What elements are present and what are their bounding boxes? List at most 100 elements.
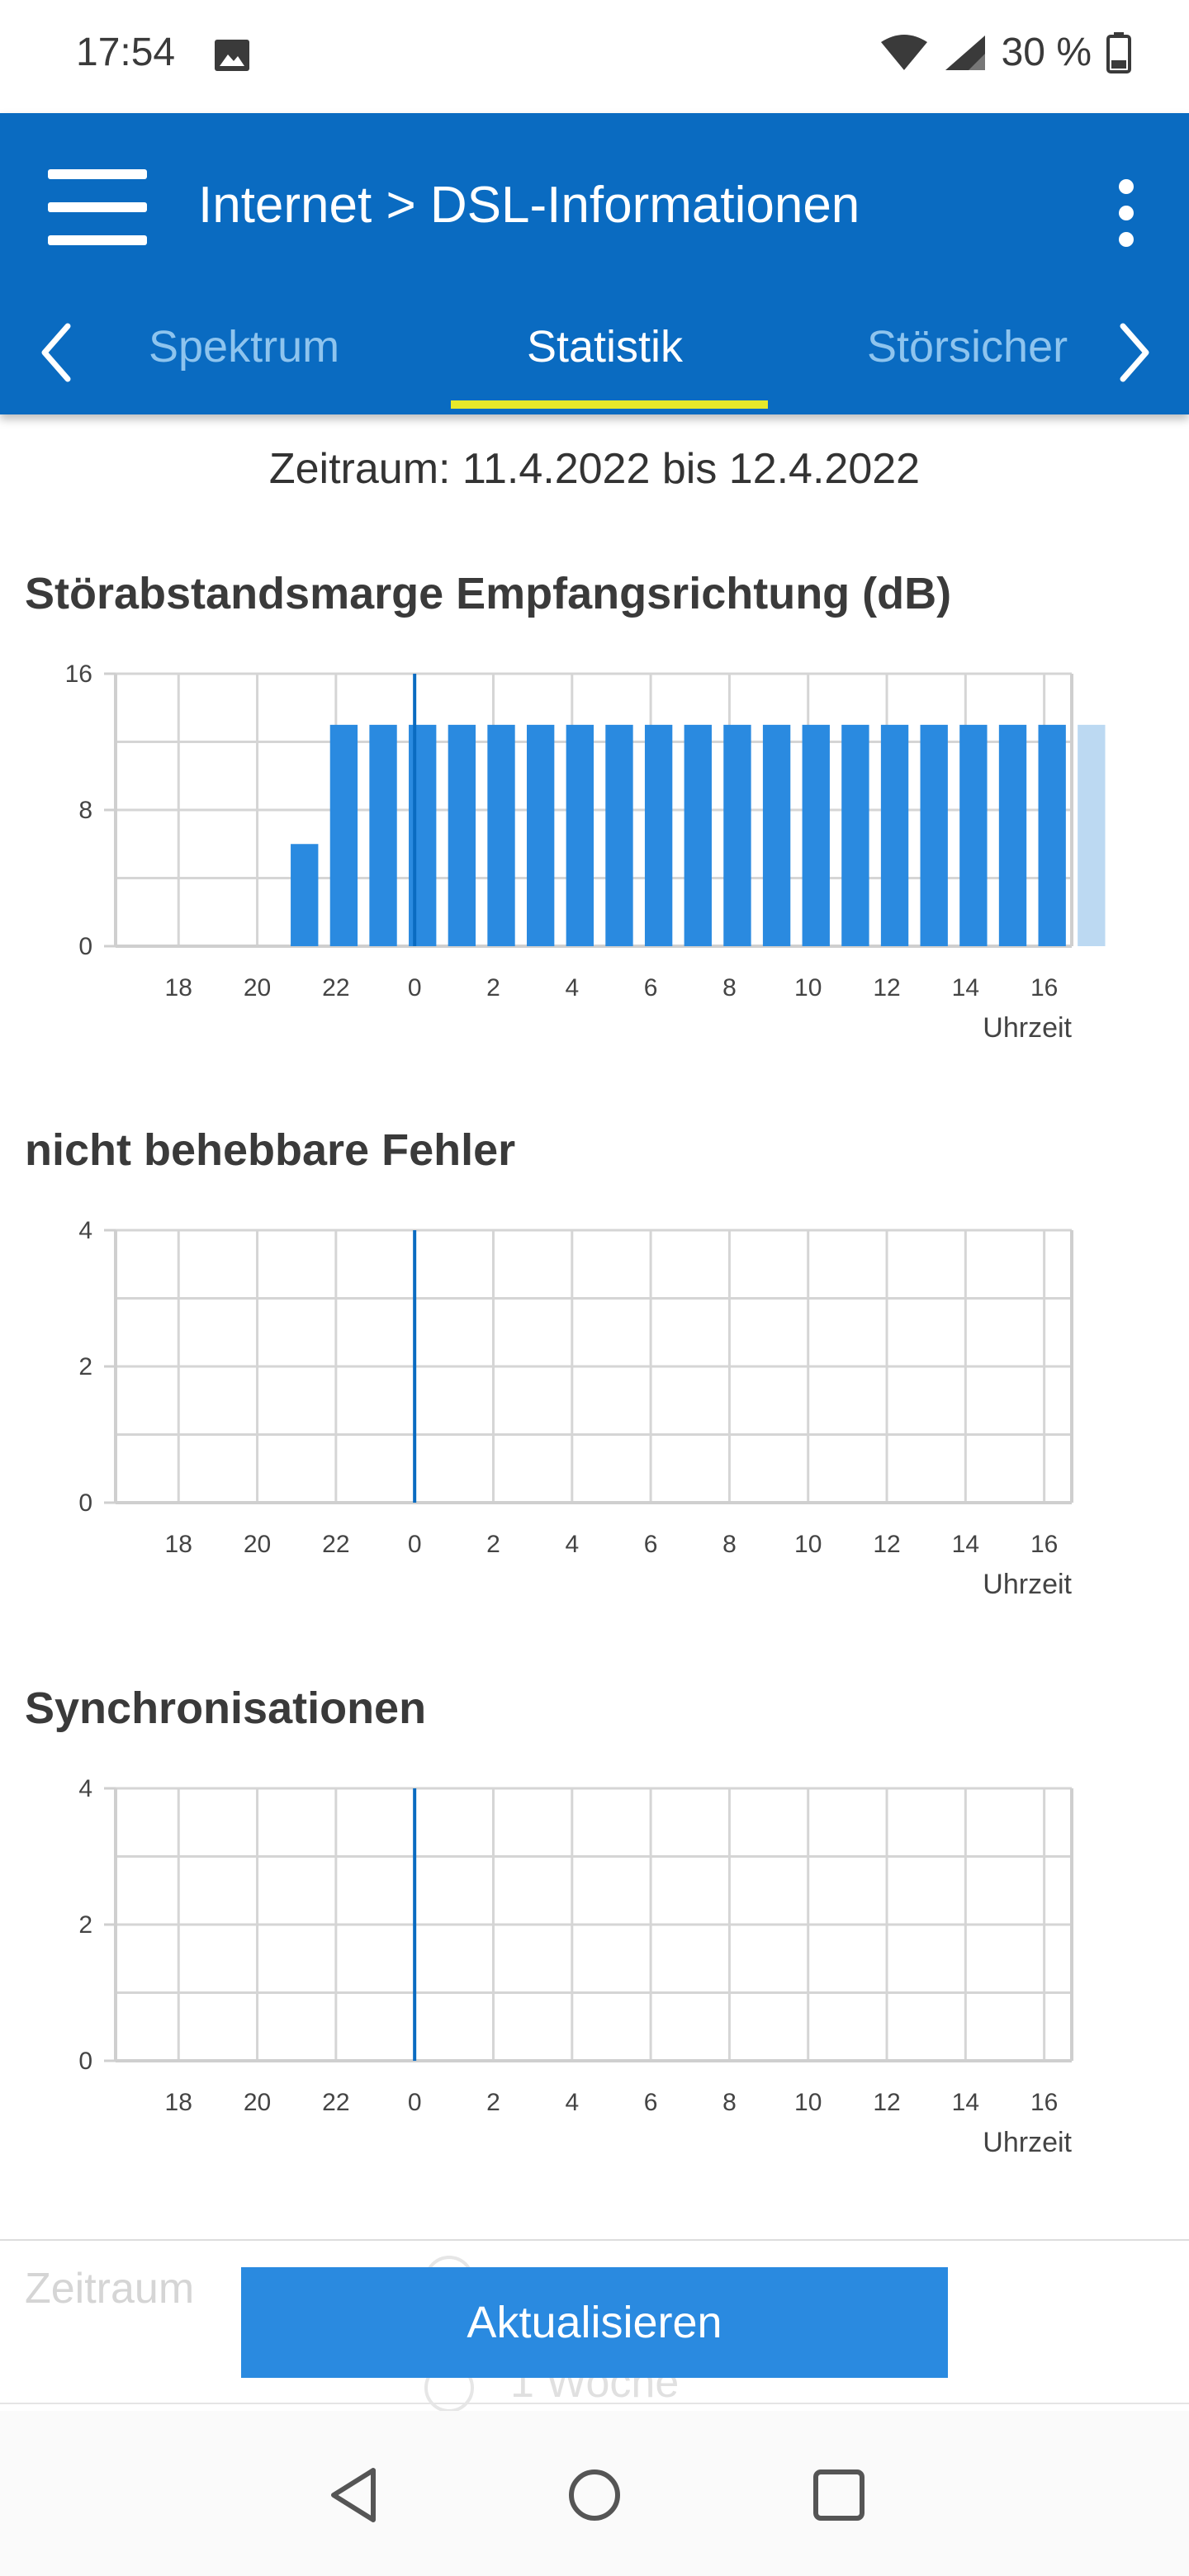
x-tick-label: 12 [873,974,900,1002]
x-tick-label: 10 [794,2089,822,2116]
chart-title-synchronizations: Synchronisationen [25,1683,427,1733]
system-navigation-bar [0,2411,1189,2576]
active-tab-indicator [451,400,768,409]
x-tick-label: 8 [722,974,737,1002]
x-axis-label: Uhrzeit [983,1569,1072,1600]
y-tick-label: 0 [78,1489,92,1517]
bar [841,724,869,946]
tab-scroll-right-icon[interactable] [1108,320,1158,386]
x-tick-label: 4 [565,2089,579,2116]
bar [1078,724,1106,946]
x-tick-label: 22 [322,2089,349,2116]
bar [409,724,437,946]
period-text: Zeitraum: 11.4.2022 bis 12.4.2022 [268,445,921,493]
bar [762,724,791,946]
bar [920,724,948,946]
bar [1038,724,1066,946]
status-time: 17:54 [76,31,176,74]
image-notification-icon [215,40,249,71]
bottom-separator [0,2403,1189,2404]
signal-icon [945,35,985,70]
x-tick-label: 16 [1030,1531,1058,1558]
x-tick-label: 4 [565,974,579,1002]
status-right-group: 30 % [879,30,1131,75]
x-tick-label: 14 [952,974,979,1002]
x-tick-label: 22 [322,974,349,1002]
x-tick-label: 2 [486,974,500,1002]
chart-uncorrectable-errors: 0 2 4 18 20 22 0 2 4 6 8 10 12 14 16 Uhrzeit [78,1217,1073,1600]
bar [369,724,397,946]
bar [291,844,319,946]
x-tick-label: 4 [565,1531,579,1558]
x-tick-label: 6 [644,1531,658,1558]
y-tick-label: 2 [78,1911,92,1939]
x-tick-label: 12 [873,1531,900,1558]
chart-synchronizations: 0 2 4 18 20 22 0 2 4 6 8 10 12 14 16 Uhrzeit [78,1775,1073,2158]
x-axis-label: Uhrzeit [983,2127,1072,2158]
back-icon[interactable] [322,2462,388,2528]
x-tick-label: 20 [244,2089,271,2116]
recents-icon[interactable] [806,2462,872,2528]
x-tick-label: 6 [644,2089,658,2116]
chart-snr-margin: 0 8 16 18 20 22 0 2 4 6 8 10 12 14 16 Uhrzeit [65,661,1106,1044]
y-tick-label: 4 [78,1775,92,1802]
y-tick-label: 0 [78,2048,92,2075]
battery-icon [1106,31,1131,73]
bar [880,724,909,946]
x-tick-label: 2 [486,2089,500,2116]
x-axis-label: Uhrzeit [983,1012,1072,1044]
page-title: Internet > DSL-Informationen [198,177,860,234]
x-tick-label: 16 [1030,974,1058,1002]
x-tick-label: 10 [794,1531,822,1558]
bar [605,724,633,946]
y-tick-label: 8 [78,797,92,824]
x-tick-label: 14 [952,2089,979,2116]
app-bar: Internet > DSL-Informationen Spektrum St… [0,113,1189,414]
bottom-sheet-divider [0,2239,1189,2241]
y-tick-label: 16 [65,661,92,688]
bar [448,724,476,946]
x-tick-label: 22 [322,1531,349,1558]
tab-stoersicher[interactable]: Störsicher [867,322,1068,372]
x-tick-label: 14 [952,1531,979,1558]
x-tick-label: 2 [486,1531,500,1558]
hamburger-menu-icon[interactable] [48,169,150,249]
x-tick-label: 18 [165,2089,192,2116]
bar [998,724,1027,946]
bar [723,724,751,946]
bar [487,724,515,946]
home-icon[interactable] [561,2462,628,2528]
y-tick-label: 4 [78,1217,92,1244]
x-tick-label: 16 [1030,2089,1058,2116]
x-tick-label: 8 [722,1531,737,1558]
chart-title-snr-margin: Störabstandsmarge Empfangsrichtung (dB) [25,569,952,618]
tab-statistik[interactable]: Statistik [527,322,684,372]
period-selector-label: Zeitraum [25,2265,195,2313]
chart-title-uncorrectable-errors: nicht behebbare Fehler [25,1125,516,1175]
bar [526,724,555,946]
bar [959,724,988,946]
x-tick-label: 18 [165,974,192,1002]
x-tick-label: 12 [873,2089,900,2116]
y-tick-label: 0 [78,933,92,960]
x-tick-label: 18 [165,1531,192,1558]
update-button[interactable]: Aktualisieren [241,2267,948,2378]
x-tick-label: 0 [408,2089,422,2116]
x-tick-label: 0 [408,1531,422,1558]
bar [802,724,830,946]
x-tick-label: 10 [794,974,822,1002]
bar [644,724,673,946]
tab-scroll-left-icon[interactable] [33,320,83,386]
x-tick-label: 0 [408,974,422,1002]
x-tick-label: 6 [644,974,658,1002]
x-tick-label: 20 [244,1531,271,1558]
tab-spektrum[interactable]: Spektrum [149,322,340,372]
status-bar: 17:54 30 % [0,0,1189,113]
x-tick-label: 8 [722,2089,737,2116]
x-tick-label: 20 [244,974,271,1002]
y-tick-label: 2 [78,1353,92,1380]
bar [329,724,358,946]
overflow-menu-icon[interactable] [1106,176,1148,250]
bar [684,724,712,946]
bar [566,724,594,946]
